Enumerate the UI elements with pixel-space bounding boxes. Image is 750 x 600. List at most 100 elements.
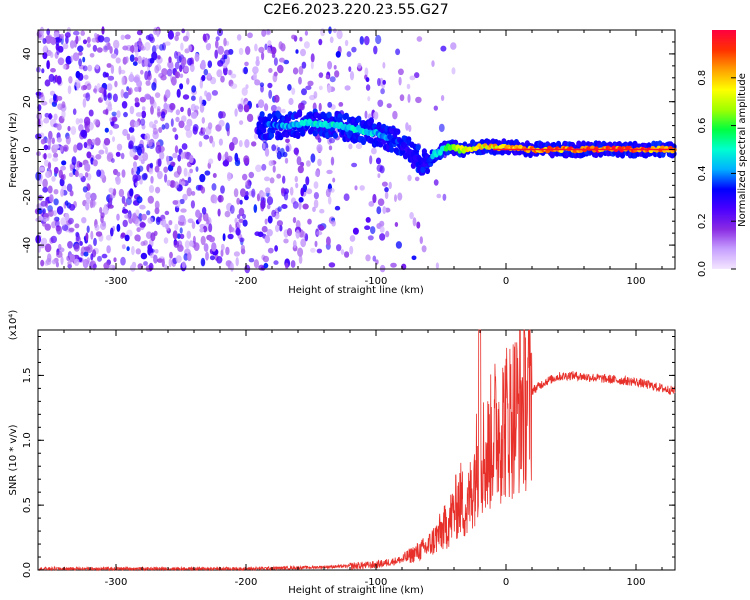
spectrogram-noise-cell (67, 85, 72, 95)
spectrogram-noise-cell (328, 145, 333, 151)
spectrogram-noise-cell (305, 176, 310, 186)
spectrogram-noise-cell (53, 189, 59, 195)
x-tick-label: 0 (503, 276, 509, 287)
spectrogram-noise-cell (104, 127, 109, 133)
spectrogram-noise-cell (139, 96, 146, 103)
spectrogram-noise-cell (238, 218, 244, 223)
spectrogram-noise-cell (175, 116, 180, 123)
spectrogram-noise-cell (84, 172, 89, 178)
spectrogram-noise-cell (136, 30, 143, 36)
spectrogram-noise-cell (238, 47, 244, 56)
spectrogram-noise-cell (316, 248, 323, 254)
spectrogram-noise-cell (58, 243, 62, 251)
spectrogram-noise-cell (111, 117, 117, 122)
spectrogram-noise-cell (203, 134, 210, 140)
spectrogram-noise-cell (225, 260, 232, 267)
spectrogram-noise-cell (348, 143, 353, 150)
spectrogram-noise-cell (298, 65, 304, 75)
spectrogram-noise-cell (186, 77, 190, 85)
spectrogram-noise-cell (131, 44, 135, 54)
spectrogram-noise-cell (274, 245, 278, 252)
spectrogram-noise-cell (50, 37, 56, 46)
spectrogram-noise-cell (202, 33, 207, 42)
spectrogram-noise-cell (121, 169, 126, 178)
spectrogram-noise-cell (44, 243, 52, 253)
spectrogram-noise-cell (233, 251, 240, 257)
spectrogram-noise-cell (414, 72, 420, 79)
spectrogram-noise-cell (123, 111, 128, 118)
spectrogram-noise-cell (86, 151, 92, 159)
spectrogram-noise-cell (365, 254, 371, 262)
spectrogram-noise-cell (174, 50, 178, 59)
spectrogram-noise-cell (124, 234, 130, 242)
spectrogram-noise-cell (159, 151, 165, 160)
spectrogram-noise-cell (168, 258, 172, 268)
spectrogram-noise-cell (267, 82, 273, 89)
spectrogram-noise-cell (373, 45, 378, 55)
spectrogram-noise-cell (271, 46, 277, 55)
spectrogram-noise-cell (252, 66, 259, 74)
spectrogram-noise-cell (190, 200, 195, 209)
spectrogram-noise-cell (334, 70, 340, 78)
y-tick-label: 1.0 (22, 432, 33, 448)
spectrogram-noise-cell (126, 214, 131, 219)
spectrogram-noise-cell (82, 186, 88, 193)
spectrogram-noise-cell (282, 175, 286, 184)
spectrogram-noise-cell (121, 208, 129, 214)
spectrogram-noise-cell (305, 85, 312, 91)
spectrogram-noise-cell (168, 220, 173, 226)
spectrogram-noise-cell (329, 76, 336, 83)
spectrogram-noise-cell (44, 112, 50, 118)
spectrogram-noise-cell (384, 191, 389, 200)
spectrogram-noise-cell (129, 188, 134, 197)
spectrogram-noise-cell (103, 89, 107, 98)
spectrogram-noise-cell (176, 55, 182, 64)
spectrogram-noise-cell (191, 85, 197, 93)
spectrogram-noise-cell (136, 227, 141, 233)
spectrogram-noise-cell (223, 37, 227, 47)
snr-y-axis-label: SNR (10 * v/v) (8, 424, 19, 495)
x-tick-label: 0 (503, 577, 509, 588)
spectrogram-noise-cell (364, 35, 370, 46)
spectrogram-noise-cell (108, 187, 114, 193)
spectrogram-noise-cell (97, 255, 102, 262)
spectrogram-noise-cell (187, 218, 194, 224)
spectrogram-noise-cell (277, 64, 284, 74)
figure-title: C2E6.2023.220.23.55.G27 (263, 2, 448, 18)
spectrogram-noise-cell (161, 111, 166, 119)
spectrogram-noise-cell (53, 144, 60, 149)
spectrogram-noise-cell (395, 241, 402, 249)
spectrogram-noise-cell (216, 69, 223, 78)
spectrogram-noise-cell (43, 45, 48, 53)
spectrogram-noise-cell (56, 206, 64, 215)
spectrogram-noise-cell (80, 30, 85, 36)
spectrogram-noise-cell (200, 235, 206, 246)
spectrogram-noise-cell (310, 247, 316, 253)
spectrogram-noise-cell (111, 111, 117, 117)
spectrogram-noise-cell (102, 205, 109, 215)
spectrogram-noise-cell (118, 65, 122, 76)
spectrogram-noise-cell (93, 118, 100, 126)
spectrogram-noise-cell (277, 206, 282, 212)
spectrogram-noise-cell (161, 68, 168, 76)
spectrogram-noise-cell (78, 173, 84, 178)
spectrogram-noise-cell (220, 75, 225, 83)
spectrogram-noise-cell (56, 46, 60, 56)
spectrogram-noise-cell (167, 30, 174, 40)
spectrogram-noise-cell (146, 210, 151, 216)
spectrogram-noise-cell (43, 117, 50, 124)
spectrogram-noise-cell (276, 220, 283, 227)
spectrogram-noise-cell (166, 179, 171, 187)
spectrogram-noise-cell (351, 162, 358, 168)
spectrogram-noise-cell (207, 72, 212, 79)
spectrogram-noise-cell (280, 43, 286, 52)
spectrogram-noise-cell (236, 221, 241, 228)
spectrogram-noise-cell (78, 51, 83, 56)
spectrogram-noise-cell (357, 62, 362, 69)
spectrogram-noise-cell (450, 42, 457, 50)
spectrogram-noise-cell (260, 192, 267, 197)
spectrogram-noise-cell (122, 45, 129, 51)
spectrogram-noise-cell (261, 29, 267, 37)
spectrogram-noise-cell (254, 79, 261, 86)
